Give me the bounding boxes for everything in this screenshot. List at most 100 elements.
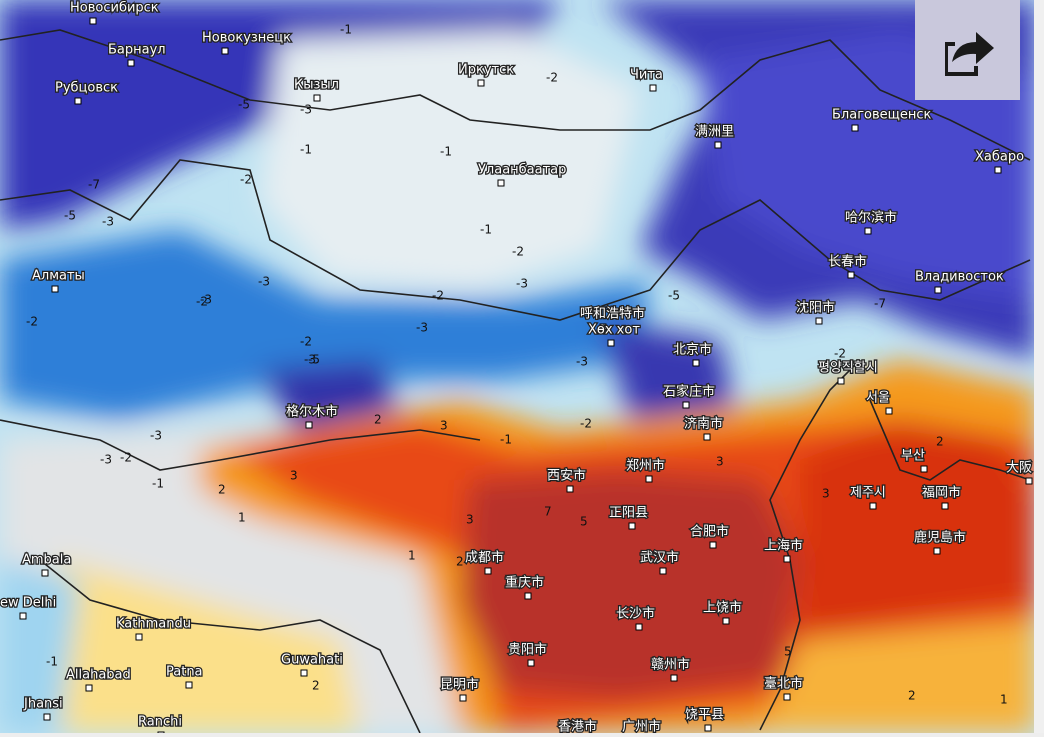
city-marker [692,359,700,367]
city-marker [628,522,636,530]
city-label: Благовещенск [832,108,932,123]
city-marker [783,693,791,701]
contour-label: -3 [102,215,114,229]
contour-label: -3 [100,453,112,467]
city-label: 上海市 [764,538,803,554]
city-marker [300,669,308,677]
contour-label: -3 [576,355,588,369]
city-label: 哈尔滨市 [845,210,897,226]
city-marker [484,567,492,575]
contour-label: 2 [456,555,464,569]
city-label: Алматы [32,269,85,284]
city-label: 沈阳市 [796,300,835,316]
contour-label: 2 [936,435,944,449]
contour-label: 3 [440,419,448,433]
city-label: Кызыл [294,78,339,93]
city-label: 부산 [901,449,925,464]
contour-label: 3 [716,455,724,469]
city-label: Ranchi [138,715,182,730]
city-label: Новокузнецк [202,31,291,46]
city-marker [566,485,574,493]
contour-label: -5 [668,289,680,303]
contour-label: -3 [258,275,270,289]
city-label: 福岡市 [922,485,961,501]
contour-label: 3 [466,513,474,527]
contour-label: -1 [440,145,452,159]
contour-label: -2 [512,245,524,259]
city-label: 제주시 [850,486,886,501]
edge-strip [1034,0,1044,733]
city-marker [815,317,823,325]
city-marker [497,179,505,187]
contour-label: -2 [834,347,846,361]
city-label: 饶平县 [685,708,724,723]
city-marker [19,612,27,620]
city-label: 郑州市 [626,458,665,474]
city-label: Улаанбаатар [478,163,566,178]
contour-labels: -1-3-2-1-3-5-7-5 -3-1-2-1-2-3-2-3-2-3-5 -3… [26,23,1008,707]
city-label: 重庆市 [505,575,544,591]
city-label: 香港市 [558,719,597,734]
contour-label: -5 [308,353,320,367]
city-marker [847,271,855,279]
city-label: 武汉市 [640,550,679,566]
city-marker [920,465,928,473]
city-label: Рубцовск [55,81,118,96]
contour-label: 3 [822,487,830,501]
contour-label: -7 [88,178,100,192]
city-label: 石家庄市 [663,384,715,400]
contour-label: -7 [874,297,886,311]
city-label: 西安市 [547,468,586,484]
share-button[interactable] [915,0,1020,100]
borders [0,29,1031,734]
city-marker [722,617,730,625]
city-marker [994,166,1002,174]
contour-label: -5 [64,209,76,223]
city-label: 格尔木市 [286,404,338,420]
city-marker [934,286,942,294]
contour-label: -1 [340,23,352,37]
city-marker [185,681,193,689]
city-label: Guwahati [281,653,343,668]
city-label: Kathmandu [116,617,191,632]
city-label: 贵阳市 [508,642,547,658]
city-marker [837,377,845,385]
contour-label: 1 [1000,693,1008,707]
city-label: Patna [166,665,203,680]
city-marker [607,339,615,347]
contour-label: -3 [416,321,428,335]
city-label: 满洲里 [695,125,734,140]
contour-label: -1 [300,143,312,157]
city-label: Jhansi [23,697,63,712]
city-marker [43,713,51,721]
city-label: Владивосток [915,270,1004,285]
contour-label: -1 [500,433,512,447]
city-label: Хабаро [975,150,1024,165]
city-marker [524,592,532,600]
contour-label: -1 [480,223,492,237]
city-marker [135,633,143,641]
contour-label: -1 [152,477,164,491]
contour-label: -2 [546,71,558,85]
city-label: Иркутск [458,63,514,78]
city-marker [74,97,82,105]
city-marker [885,407,893,415]
contour-label: 3 [290,469,298,483]
contour-label: 5 [784,645,792,659]
contour-label: -2 [240,173,252,187]
city-label: 济南市 [684,416,723,432]
city-marker [703,433,711,441]
city-marker [864,227,872,235]
city-label: Хөх хот [588,323,640,338]
contour-label: -2 [300,335,312,349]
city-label: 北京市 [673,342,712,358]
city-marker [89,17,97,25]
city-label: 合肥市 [690,524,729,540]
contour-label: -2 [120,451,132,465]
city-label: 평양직할시 [818,361,878,376]
city-marker [682,401,690,409]
city-label: 서울 [866,391,890,406]
contour-label: 2 [218,483,226,497]
